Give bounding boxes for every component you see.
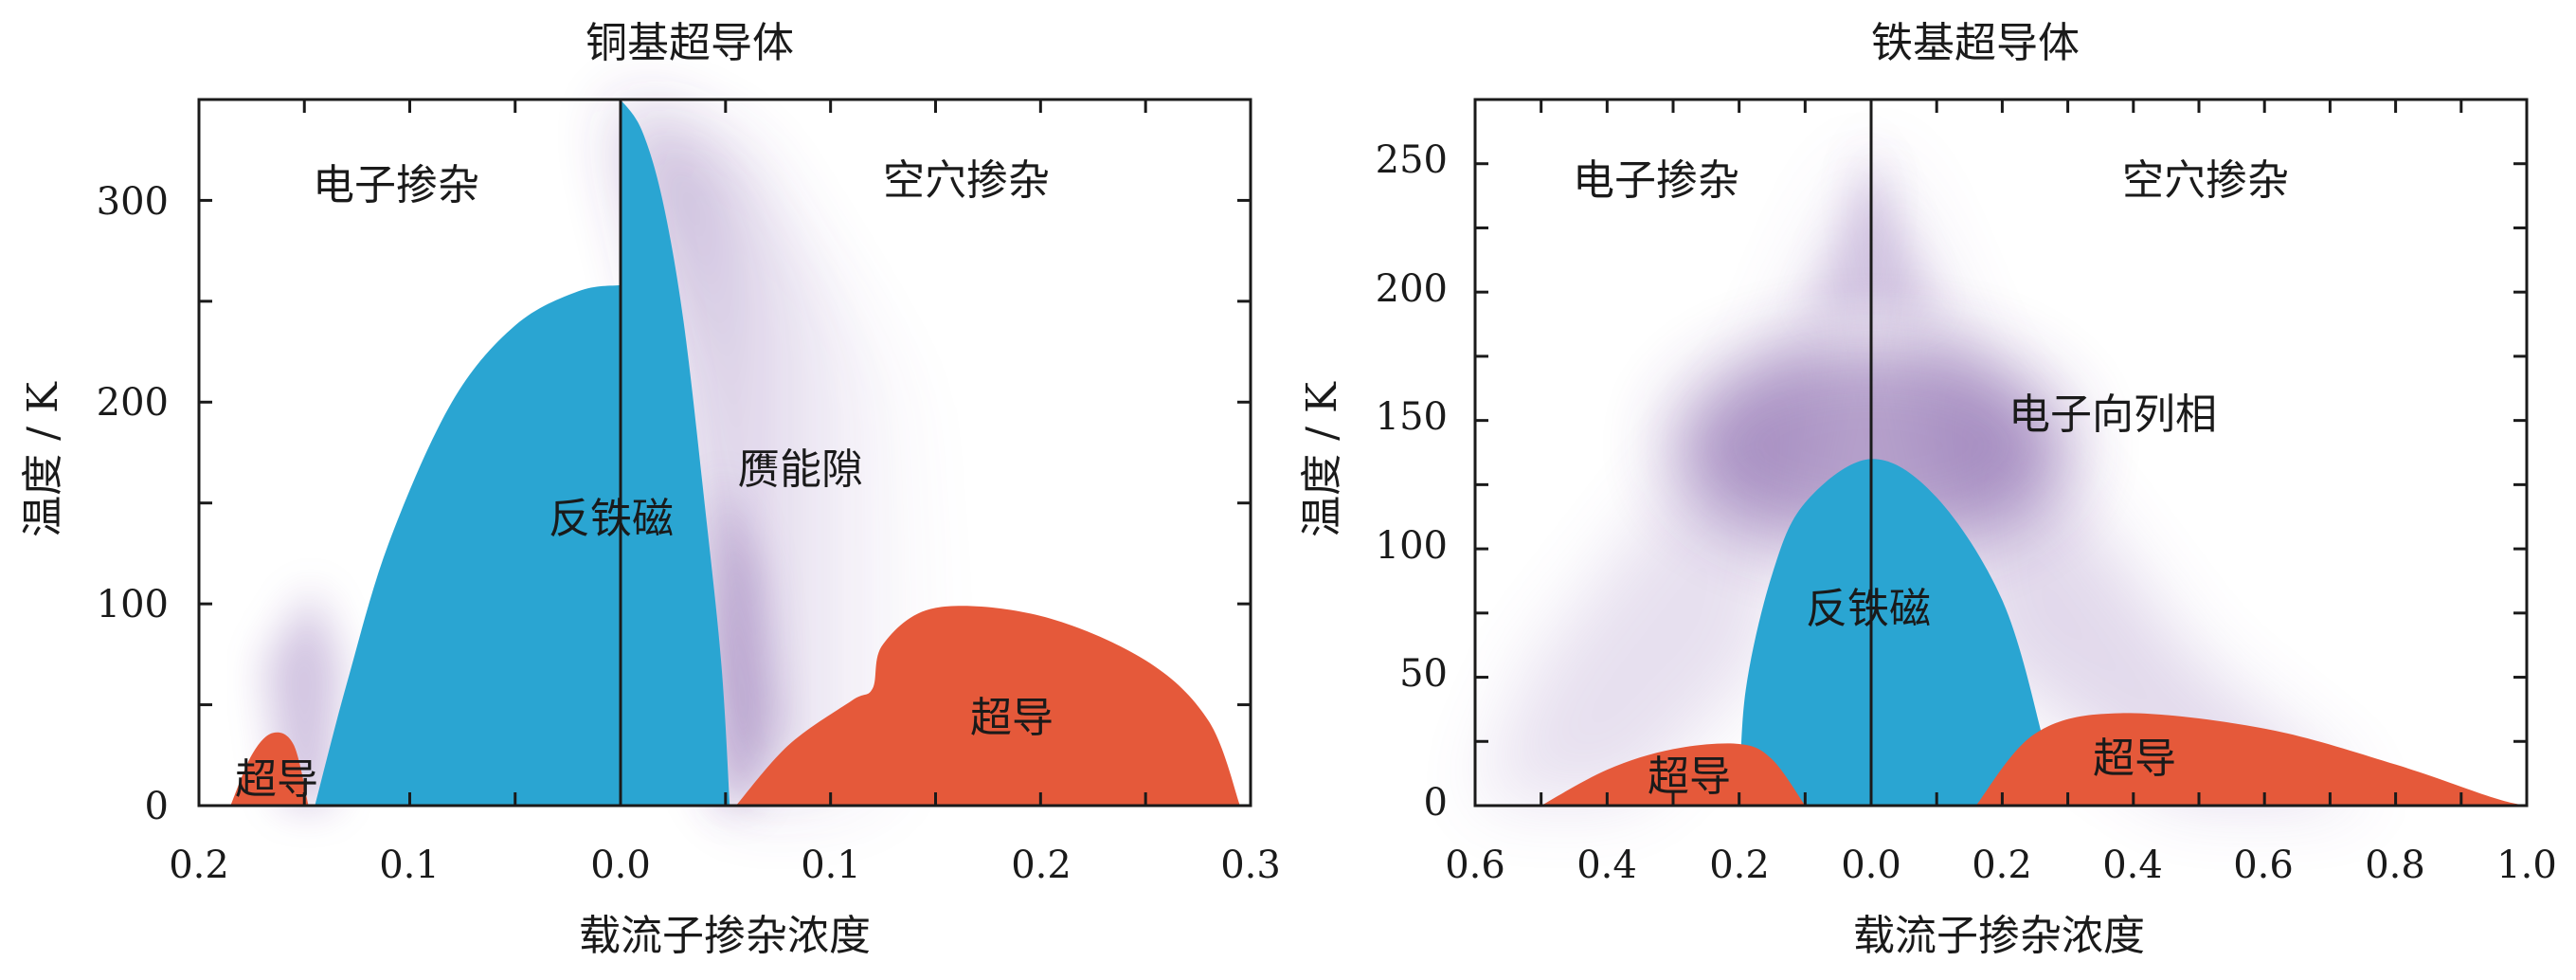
y-tick-label: 200 xyxy=(1376,267,1448,311)
x-tick-label: 0.2 xyxy=(1972,844,2032,887)
hole-doped-label: 空穴掺杂 xyxy=(883,156,1050,205)
nematic-label: 电子向列相 xyxy=(2009,390,2217,439)
y-tick-label: 50 xyxy=(1399,652,1448,696)
x-tick-label: 0.8 xyxy=(2365,844,2425,887)
panel-title: 铜基超导体 xyxy=(585,19,794,67)
x-tick-label: 0.1 xyxy=(379,844,440,887)
x-tick-label: 0.4 xyxy=(2102,844,2163,887)
x-axis-title: 载流子掺杂浓度 xyxy=(579,912,871,960)
y-axis-title: 温度 / K xyxy=(19,381,67,537)
x-tick-label: 1.0 xyxy=(2496,844,2557,887)
y-tick-label: 150 xyxy=(1376,395,1448,439)
sc-hole-label: 超导 xyxy=(2093,735,2176,783)
x-tick-label: 0.4 xyxy=(1576,844,1637,887)
antiferromagnetic-label: 反铁磁 xyxy=(549,495,674,543)
tick-marks xyxy=(1475,100,2527,808)
y-tick-label: 100 xyxy=(97,583,169,626)
x-tick-label: 0.6 xyxy=(2233,844,2294,887)
y-axis-title: 温度 / K xyxy=(1298,381,1346,537)
superconducting-dome-electron xyxy=(230,732,309,806)
y-tick-label: 250 xyxy=(1376,138,1448,182)
electron-doped-label: 电子掺杂 xyxy=(313,161,479,209)
x-tick-label: 0.1 xyxy=(801,844,861,887)
x-tick-label: 0.6 xyxy=(1445,844,1505,887)
panel-title: 铁基超导体 xyxy=(1871,19,2080,67)
superconducting-dome-hole xyxy=(735,606,1240,806)
tick-marks xyxy=(197,98,1251,808)
antiferromagnetic-label: 反铁磁 xyxy=(1806,585,1931,633)
superconducting-dome-hole xyxy=(1975,713,2527,806)
iron-panel: 铁基超导体 载流子掺杂浓度 温度 / K 0 50 100 150 200 25… xyxy=(1298,19,2557,960)
y-tick-label: 100 xyxy=(1376,524,1448,568)
electron-doped-label: 电子掺杂 xyxy=(1573,156,1739,205)
sc-electron-label: 超导 xyxy=(1648,753,1731,801)
x-tick-label: 0.2 xyxy=(1709,844,1770,887)
superconducting-dome-electron xyxy=(1540,743,1806,806)
antiferromagnetic-region xyxy=(315,100,730,806)
hole-doped-label: 空穴掺杂 xyxy=(2122,156,2289,205)
x-tick-label: 0.0 xyxy=(1841,844,1901,887)
x-tick-label: 0.2 xyxy=(169,844,229,887)
antiferromagnetic-region xyxy=(1738,459,2055,806)
x-axis-title: 载流子掺杂浓度 xyxy=(1853,912,2145,960)
y-tick-label: 0 xyxy=(145,785,169,828)
cuprate-panel: 铜基超导体 载流子掺杂浓度 温度 / K 0 100 200 300 0.2 0… xyxy=(19,19,1281,960)
y-tick-label: 0 xyxy=(1424,781,1448,825)
x-tick-label: 0.2 xyxy=(1011,844,1072,887)
sc-electron-label: 超导 xyxy=(235,755,318,804)
pseudogap-haze xyxy=(265,104,947,806)
sc-hole-label: 超导 xyxy=(970,694,1054,742)
y-tick-label: 300 xyxy=(97,180,169,224)
pseudogap-label: 赝能隙 xyxy=(738,445,863,494)
y-tick-label: 200 xyxy=(97,381,169,425)
x-tick-label: 0.0 xyxy=(590,844,651,887)
x-tick-label: 0.3 xyxy=(1220,844,1281,887)
